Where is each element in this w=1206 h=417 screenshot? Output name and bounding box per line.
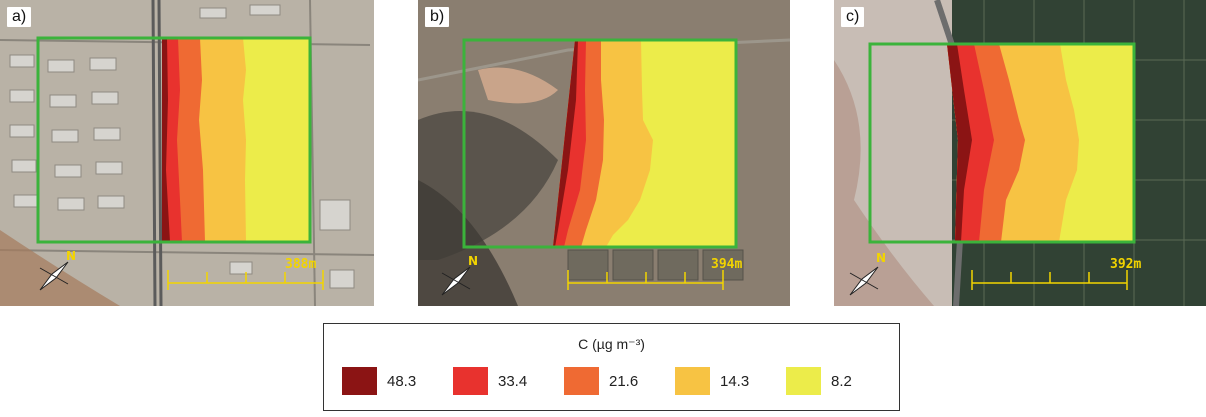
- legend-value: 21.6: [609, 372, 639, 390]
- legend-items: 48.3 33.4 21.6 14.3 8.2: [342, 367, 897, 395]
- legend-title: C (µg m⁻³): [578, 336, 645, 352]
- building-blocks: [9, 4, 355, 289]
- legend-value: 14.3: [720, 372, 750, 390]
- legend-item: 48.3: [342, 367, 435, 395]
- legend-value: 48.3: [387, 372, 417, 390]
- panel-label: c): [841, 7, 865, 27]
- north-arrow-icon: [849, 266, 879, 296]
- scale-label: 388m: [285, 257, 316, 272]
- scale-bar: [971, 270, 1128, 290]
- scale-label: 394m: [711, 257, 742, 272]
- legend-value: 8.2: [831, 372, 852, 390]
- model-domain-border: [36, 36, 312, 244]
- model-domain-border: [868, 42, 1136, 244]
- eroded-terrain: [834, 60, 934, 306]
- legend-item: 8.2: [786, 367, 879, 395]
- north-arrow-icon: [441, 266, 471, 296]
- map-panel-b: 394m N b): [418, 0, 790, 306]
- map-panel-c: 392m N c): [834, 0, 1206, 306]
- legend-swatch: [564, 367, 599, 395]
- band-48-3: [947, 44, 972, 242]
- legend-swatch: [342, 367, 377, 395]
- hill-terrain: [0, 230, 120, 306]
- bare-soil: [478, 67, 558, 104]
- legend-value: 33.4: [498, 372, 528, 390]
- concentration-field: [947, 44, 1134, 242]
- scale-label: 392m: [1110, 257, 1141, 272]
- legend-item: 21.6: [564, 367, 657, 395]
- legend-item: 33.4: [453, 367, 546, 395]
- north-label: N: [468, 254, 478, 268]
- legend-swatch: [786, 367, 821, 395]
- legend-swatch: [453, 367, 488, 395]
- legend-swatch: [675, 367, 710, 395]
- north-label: N: [66, 249, 76, 263]
- map-panel-a: 388m N a): [0, 0, 374, 306]
- concentration-legend: C (µg m⁻³) 48.3 33.4 21.6 14.3 8.2: [323, 323, 900, 411]
- panel-label: a): [7, 7, 32, 27]
- map-a-canvas: 388m N: [0, 0, 374, 306]
- band-48-3: [553, 40, 578, 247]
- concentration-field: [162, 38, 310, 242]
- scale-bar: [167, 270, 324, 290]
- map-b-canvas: 394m N: [418, 0, 790, 306]
- north-label: N: [876, 251, 886, 265]
- model-domain-border: [462, 38, 738, 249]
- band-48-3: [162, 38, 170, 242]
- map-c-canvas: 392m N: [834, 0, 1206, 306]
- north-arrow-icon: [39, 261, 69, 291]
- highway: [151, 0, 163, 306]
- concentration-field: [553, 40, 736, 247]
- ridge-terrain-south: [418, 180, 518, 306]
- legend-item: 14.3: [675, 367, 768, 395]
- panel-label: b): [425, 7, 450, 27]
- scale-bar: [567, 270, 724, 290]
